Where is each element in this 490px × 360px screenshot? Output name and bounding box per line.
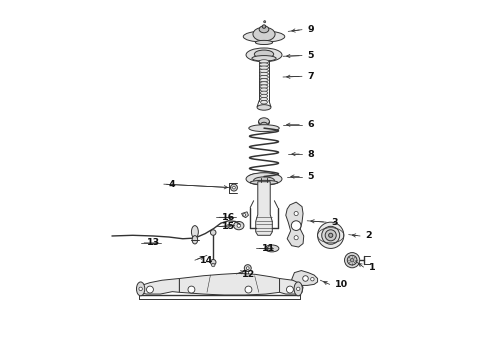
Text: 10: 10 bbox=[335, 280, 348, 289]
Ellipse shape bbox=[252, 55, 276, 61]
Circle shape bbox=[322, 226, 340, 244]
Ellipse shape bbox=[260, 72, 269, 76]
Ellipse shape bbox=[254, 50, 274, 58]
Polygon shape bbox=[256, 182, 272, 235]
Ellipse shape bbox=[234, 221, 244, 230]
Ellipse shape bbox=[261, 97, 268, 101]
Ellipse shape bbox=[192, 226, 198, 238]
Text: 7: 7 bbox=[307, 72, 314, 81]
Circle shape bbox=[329, 233, 333, 237]
Circle shape bbox=[311, 278, 314, 281]
Circle shape bbox=[147, 286, 153, 293]
Circle shape bbox=[233, 186, 235, 189]
Text: 3: 3 bbox=[331, 218, 338, 227]
Polygon shape bbox=[242, 212, 248, 218]
Circle shape bbox=[318, 222, 344, 248]
Text: 9: 9 bbox=[307, 25, 314, 34]
Circle shape bbox=[294, 236, 298, 240]
Ellipse shape bbox=[265, 245, 279, 252]
Circle shape bbox=[287, 286, 294, 293]
Text: 16: 16 bbox=[221, 213, 235, 222]
Ellipse shape bbox=[260, 69, 269, 73]
Ellipse shape bbox=[243, 31, 285, 42]
Ellipse shape bbox=[257, 105, 271, 110]
Circle shape bbox=[325, 230, 336, 241]
Ellipse shape bbox=[250, 180, 278, 184]
Circle shape bbox=[245, 286, 252, 293]
Circle shape bbox=[237, 224, 241, 228]
Text: 13: 13 bbox=[147, 238, 160, 247]
Circle shape bbox=[139, 287, 143, 291]
Ellipse shape bbox=[260, 78, 268, 82]
Circle shape bbox=[264, 21, 266, 23]
Ellipse shape bbox=[137, 282, 145, 296]
Ellipse shape bbox=[261, 100, 268, 104]
Text: 12: 12 bbox=[242, 270, 255, 279]
Ellipse shape bbox=[259, 118, 270, 126]
Ellipse shape bbox=[260, 91, 268, 95]
Text: 5: 5 bbox=[307, 172, 314, 181]
Circle shape bbox=[294, 211, 298, 216]
Ellipse shape bbox=[260, 75, 269, 79]
Ellipse shape bbox=[246, 173, 282, 185]
Circle shape bbox=[245, 265, 251, 271]
Ellipse shape bbox=[254, 177, 274, 184]
Text: 11: 11 bbox=[262, 244, 275, 253]
Text: 6: 6 bbox=[307, 120, 314, 129]
Circle shape bbox=[268, 246, 272, 251]
Text: 5: 5 bbox=[307, 51, 314, 60]
Circle shape bbox=[347, 255, 357, 265]
Text: 14: 14 bbox=[200, 256, 213, 265]
Circle shape bbox=[210, 260, 216, 265]
Ellipse shape bbox=[249, 173, 279, 180]
Circle shape bbox=[243, 213, 245, 216]
Circle shape bbox=[246, 267, 249, 270]
Ellipse shape bbox=[261, 122, 268, 127]
Text: 8: 8 bbox=[307, 150, 314, 158]
Polygon shape bbox=[179, 273, 280, 295]
Circle shape bbox=[212, 263, 215, 267]
Ellipse shape bbox=[260, 88, 268, 91]
Ellipse shape bbox=[255, 40, 272, 45]
Text: 4: 4 bbox=[169, 180, 175, 189]
Ellipse shape bbox=[249, 125, 279, 132]
Ellipse shape bbox=[246, 48, 282, 62]
Ellipse shape bbox=[259, 60, 269, 63]
Polygon shape bbox=[138, 279, 179, 294]
Ellipse shape bbox=[253, 27, 275, 41]
Circle shape bbox=[230, 184, 237, 191]
Circle shape bbox=[350, 258, 354, 262]
Ellipse shape bbox=[259, 66, 269, 69]
Circle shape bbox=[188, 286, 195, 293]
Polygon shape bbox=[280, 279, 303, 294]
Text: 15: 15 bbox=[221, 222, 235, 231]
Ellipse shape bbox=[260, 94, 268, 98]
Circle shape bbox=[262, 25, 266, 28]
Polygon shape bbox=[292, 271, 318, 285]
Circle shape bbox=[210, 230, 216, 235]
Ellipse shape bbox=[260, 82, 268, 85]
Ellipse shape bbox=[192, 236, 197, 244]
Polygon shape bbox=[286, 202, 304, 247]
Ellipse shape bbox=[259, 63, 269, 66]
Text: 2: 2 bbox=[365, 231, 372, 240]
Circle shape bbox=[344, 253, 360, 268]
Ellipse shape bbox=[294, 282, 302, 296]
Ellipse shape bbox=[259, 26, 269, 33]
Text: 1: 1 bbox=[368, 262, 375, 271]
Circle shape bbox=[303, 276, 308, 281]
Circle shape bbox=[292, 221, 301, 230]
Circle shape bbox=[296, 287, 300, 291]
Ellipse shape bbox=[260, 85, 268, 88]
